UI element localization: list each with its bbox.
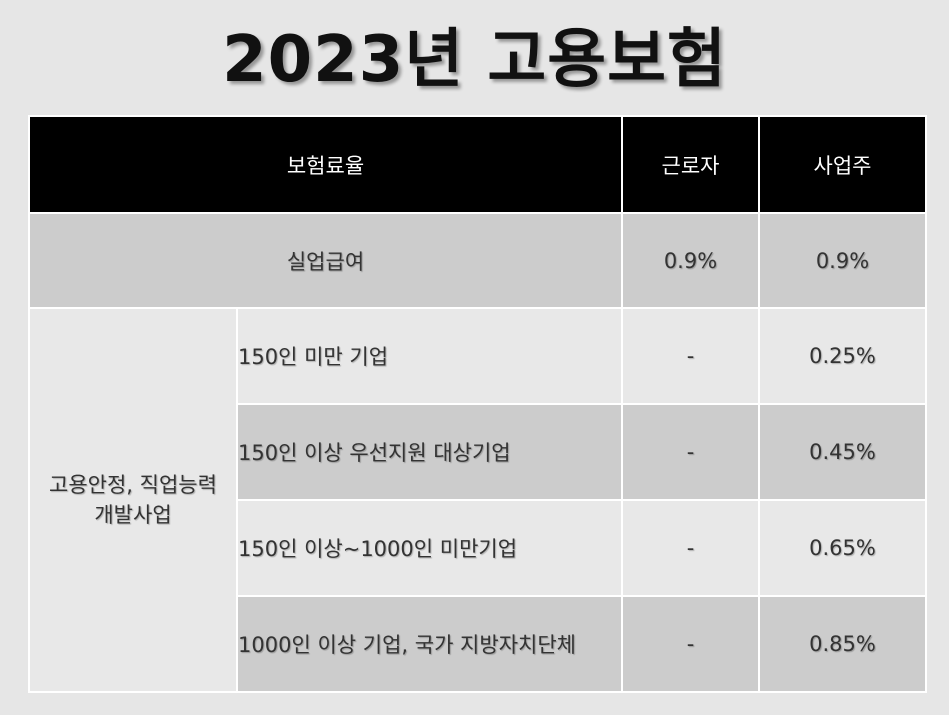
company-size-label: 150인 이상~1000인 미만기업 (236, 499, 623, 597)
table-row: 150인 이상~1000인 미만기업 - 0.65% (29, 499, 927, 597)
table-row: 150인 이상 우선지원 대상기업 - 0.45% (29, 403, 927, 501)
unemployment-employer-rate: 0.9% (758, 212, 927, 309)
worker-rate: - (621, 595, 760, 693)
worker-rate: - (621, 307, 760, 405)
company-size-label: 150인 이상 우선지원 대상기업 (236, 403, 623, 501)
worker-rate: - (621, 403, 760, 501)
company-size-label: 1000인 이상 기업, 국가 지방자치단체 (236, 595, 623, 693)
header-rate: 보험료율 (28, 115, 623, 214)
group-label-line1: 고용안정, 직업능력 (49, 473, 217, 497)
header-employer: 사업주 (758, 115, 927, 214)
table-row: 고용안정, 직업능력 개발사업 150인 미만 기업 - 0.25% (28, 307, 927, 693)
employer-rate: 0.25% (758, 307, 927, 405)
worker-rate: - (621, 499, 760, 597)
table-row: 1000인 이상 기업, 국가 지방자치단체 - 0.85% (29, 595, 927, 693)
table-header-row: 보험료율 근로자 사업주 (28, 115, 927, 214)
page-title: 2023년 고용보험 (222, 23, 727, 97)
table-row-unemployment: 실업급여 0.9% 0.9% (28, 212, 927, 309)
employer-rate: 0.45% (758, 403, 927, 501)
unemployment-label: 실업급여 (28, 212, 623, 309)
company-size-label: 150인 미만 기업 (236, 307, 623, 405)
employer-rate: 0.85% (758, 595, 927, 693)
group-label-line2: 개발사업 (94, 503, 172, 527)
employment-stability-group-label: 고용안정, 직업능력 개발사업 (28, 307, 238, 693)
header-worker: 근로자 (621, 115, 760, 214)
unemployment-worker-rate: 0.9% (621, 212, 760, 309)
employer-rate: 0.65% (758, 499, 927, 597)
insurance-rate-table: 보험료율 근로자 사업주 실업급여 0.9% 0.9% 고용안정, 직업능력 개… (28, 115, 927, 693)
